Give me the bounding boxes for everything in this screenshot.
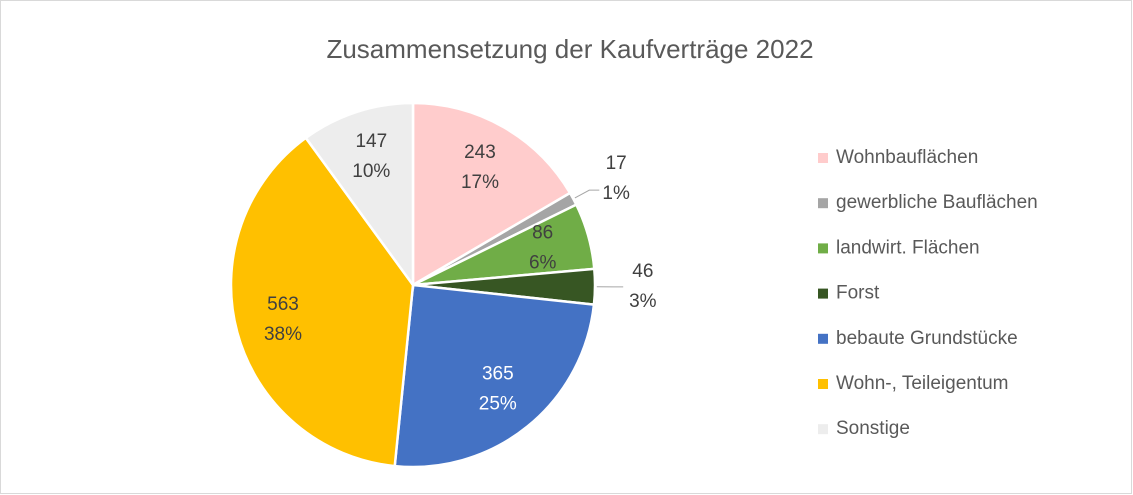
data-label-value: 46 — [632, 261, 653, 282]
chart-title: Zusammensetzung der Kaufverträge 2022 — [326, 34, 813, 64]
data-label-value: 17 — [606, 153, 627, 174]
pie-slice — [229, 136, 415, 468]
pie-slice — [393, 283, 596, 469]
legend-label: Wohn-, Teileigentum — [836, 373, 1009, 394]
data-label-percent: 17% — [461, 172, 499, 193]
legend-swatch — [818, 333, 828, 344]
legend-label: bebaute Grundstücke — [836, 328, 1018, 349]
legend-label: gewerbliche Bauflächen — [836, 192, 1038, 213]
leader-line — [574, 189, 600, 199]
data-label-percent: 38% — [264, 324, 302, 345]
legend-label: Sonstige — [836, 418, 910, 439]
data-label-percent: 25% — [479, 394, 517, 415]
data-label-percent: 6% — [529, 253, 557, 274]
data-label-value: 147 — [355, 131, 387, 152]
data-label-percent: 3% — [629, 291, 657, 312]
legend-label: Wohnbauflächen — [836, 147, 978, 168]
legend-swatch — [818, 288, 828, 299]
legend-swatch — [818, 198, 828, 209]
legend-swatch — [818, 379, 828, 389]
data-label-value: 243 — [464, 142, 496, 163]
data-label-value: 563 — [267, 294, 299, 315]
pie-slice — [304, 101, 415, 289]
legend-label: landwirt. Flächen — [836, 237, 980, 258]
data-label-value: 86 — [532, 223, 553, 244]
data-label-percent: 10% — [352, 161, 390, 182]
legend-label: Forst — [836, 283, 880, 304]
legend-swatch — [818, 243, 828, 254]
legend-swatch — [818, 153, 828, 163]
legend-swatch — [818, 424, 828, 435]
data-label-percent: 1% — [602, 183, 630, 204]
pie-slice — [411, 101, 572, 288]
data-label-value: 365 — [482, 364, 514, 385]
